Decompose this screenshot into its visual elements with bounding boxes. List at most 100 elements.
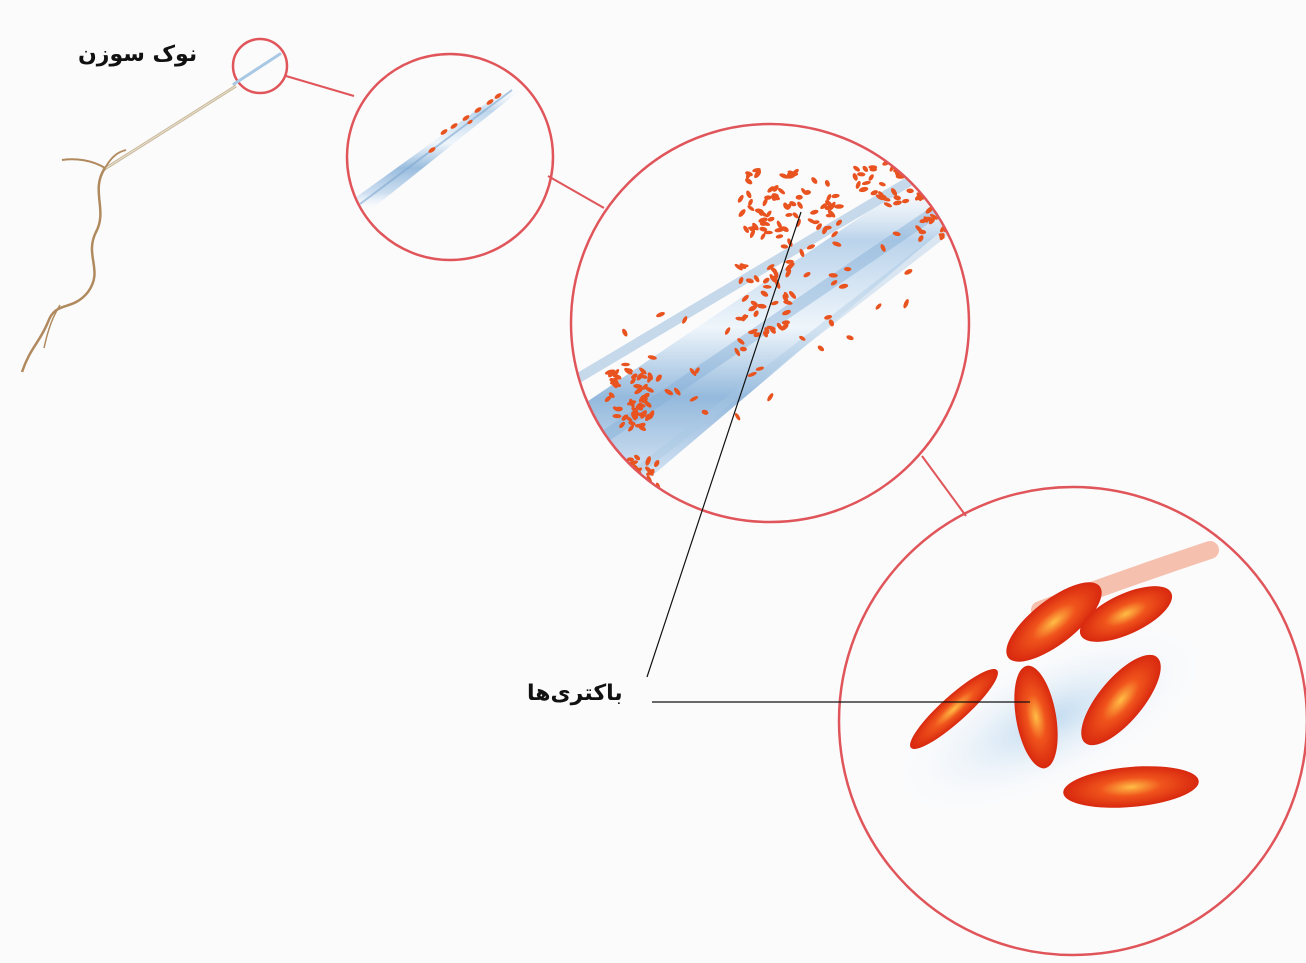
bacterium-dot	[949, 190, 957, 195]
bacterium-dot	[785, 212, 793, 217]
bacterium-dot	[780, 244, 789, 249]
bacterium-dot	[743, 225, 750, 233]
bacterium-dot	[817, 345, 825, 352]
bacterium-dot	[766, 325, 776, 331]
bacterium-dot	[748, 198, 753, 206]
bacterium-dot	[763, 230, 773, 235]
bacterium-dot	[656, 311, 665, 318]
bacterium-dot	[834, 204, 844, 209]
bacterium-dot	[639, 367, 647, 375]
bacterium-dot	[941, 184, 949, 191]
bacterium-dot	[955, 163, 962, 171]
bacterium-6	[1063, 766, 1199, 808]
bacterium-dot	[929, 161, 937, 166]
bacterium-dot	[645, 466, 652, 474]
bacterium-dot	[915, 176, 925, 181]
bacteria-label: باکتری‌ها	[527, 681, 623, 706]
bacterium-dot	[919, 164, 925, 172]
bacterium-dot	[844, 266, 852, 272]
bacterium-dot	[781, 320, 790, 325]
bacterium-dot	[689, 367, 697, 377]
bacterium-dot	[828, 273, 838, 278]
bacterium-dot	[904, 269, 913, 275]
bacterium-dot	[846, 335, 854, 341]
bacterium-dot	[629, 398, 635, 408]
bacterium-dot	[824, 314, 833, 320]
bacterium-dot	[779, 173, 789, 179]
bacterium-dot	[745, 278, 754, 284]
bacterium-dot	[655, 374, 662, 382]
bacterium-dot	[875, 194, 884, 201]
bacterium-dot	[776, 322, 783, 330]
bacterium-dot	[948, 196, 956, 201]
bacterium-dot	[738, 276, 744, 285]
bacterium-dot	[748, 330, 757, 335]
bacterium-dot	[868, 165, 878, 170]
bacterium-dot	[633, 384, 643, 389]
needle-tip-label: نوک سوزن	[78, 42, 198, 67]
bacterium-dot	[903, 299, 909, 309]
bacterium-dot	[792, 212, 799, 219]
bacterium-dot	[628, 425, 634, 432]
bacterium-dot	[787, 262, 795, 269]
bacterium-dot	[653, 459, 660, 468]
bacterium-dot	[767, 393, 774, 402]
bacterium-dot	[626, 472, 634, 477]
bacterium-dot	[631, 407, 639, 413]
bacterium-dot	[753, 332, 761, 338]
bacterium-dot	[622, 328, 628, 337]
bacterium-dot	[803, 272, 811, 278]
bacterium-dot	[892, 231, 901, 237]
bacterium-dot	[749, 224, 758, 231]
bacterium-dot	[870, 190, 879, 196]
bacterium-dot	[938, 177, 945, 186]
zoom-circle-extra-large	[837, 485, 1306, 957]
bacterium-dot	[939, 232, 945, 241]
bacterium-dot	[608, 369, 616, 378]
bacterium-dot	[770, 195, 781, 201]
bacterium-dot	[764, 195, 772, 200]
bacterium-dot	[760, 290, 769, 297]
bacterium-dot	[826, 194, 832, 202]
bacterium-dot	[642, 383, 648, 390]
bacterium-dot	[753, 310, 759, 317]
bacterium-dot	[750, 300, 758, 307]
bacterium-dot	[765, 210, 772, 218]
bacterium-dot	[734, 413, 741, 421]
bacterium-dot	[950, 200, 958, 206]
bacterium-dot	[789, 172, 799, 177]
bacterium-dot	[747, 205, 755, 212]
bacterium-dot	[828, 319, 835, 327]
bacterium-dot	[905, 161, 914, 168]
bacterium-dot	[890, 188, 898, 196]
bacterium-dot	[756, 303, 767, 309]
bacterium-dot	[701, 409, 709, 415]
bacterium-dot	[810, 209, 819, 215]
bacterium-dot	[640, 410, 646, 418]
bacterium-dot	[761, 221, 771, 226]
bacterium-dot	[630, 476, 636, 483]
bacterium-dot	[807, 218, 816, 224]
bacterium-dot	[734, 263, 743, 271]
bacterium-dot	[915, 225, 923, 233]
zoom-circle-small	[231, 37, 289, 95]
bacterium-dot	[638, 422, 646, 428]
bacterium-dot	[762, 277, 770, 284]
bacterium-dot	[638, 394, 645, 403]
bacterium-dot	[682, 316, 688, 324]
bacterium-dot	[855, 180, 861, 189]
bacterium-dot	[619, 421, 626, 429]
bacterium-dot	[774, 227, 784, 233]
bacterium-dot	[785, 269, 792, 278]
bacterium-dot	[806, 244, 816, 250]
bacterium-dot	[626, 416, 633, 422]
bacterium-dot	[878, 191, 885, 199]
bacterium-dot	[738, 209, 746, 217]
bacterium-dot	[745, 178, 753, 185]
bacterium-dot	[739, 263, 747, 270]
bacterium-dot	[630, 478, 637, 486]
bacterium-dot	[630, 378, 636, 385]
bacterium-dot	[831, 231, 838, 238]
bacterium-dot	[636, 372, 644, 381]
